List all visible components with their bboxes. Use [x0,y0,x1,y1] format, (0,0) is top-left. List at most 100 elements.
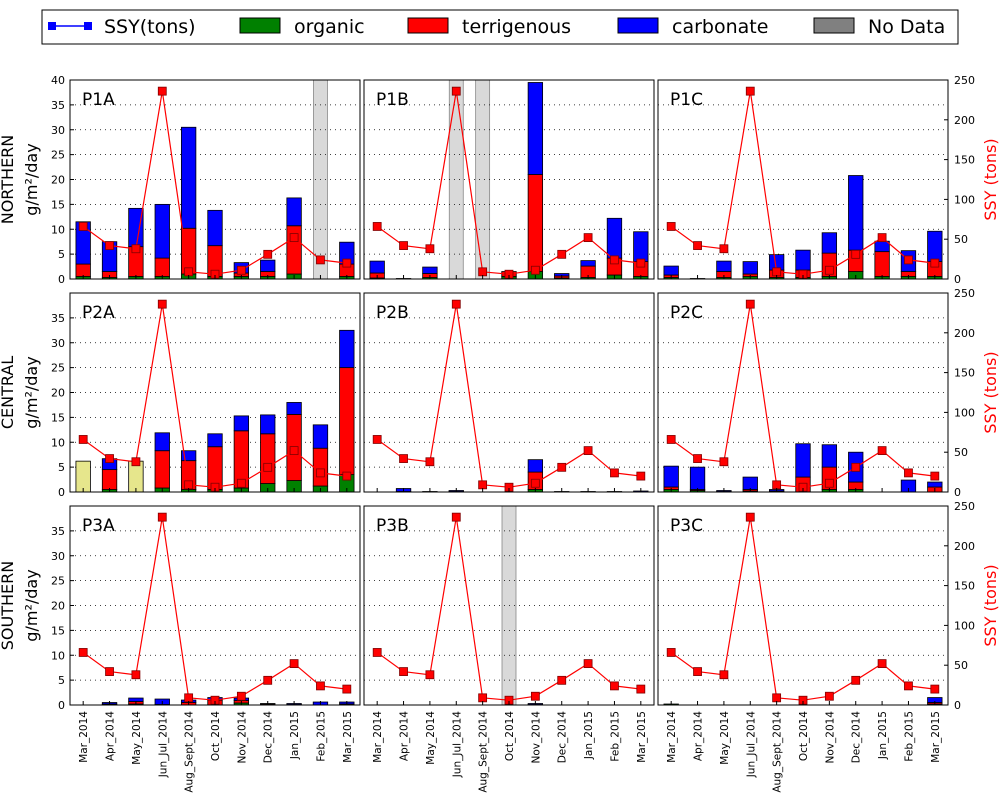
ssy-point [877,659,887,669]
panel-p3b: P3B Mar_2014 Apr_2014 May_2014 Jun_Jul_2014 A… [363,505,655,793]
ssy-point [425,670,435,680]
y2-axis-label: SSY (tons) [981,564,1000,646]
bar-carbonate [286,197,302,227]
row-label: NORTHERN [0,135,17,225]
y2-tick-label: 0 [954,273,961,286]
panel-p2c: P2C 0 50 100 150 200 250 [657,287,975,499]
y-tick-label: 35 [51,525,65,538]
panel-p1a: P1A 0 5 10 15 20 25 30 35 40 [51,74,361,286]
bar-carbonate [795,443,811,478]
ssy-point [425,457,435,467]
bar-carbonate [260,259,276,272]
y2-tick-label: 50 [954,659,968,672]
ssy-point [157,86,167,96]
x-tick-label: Feb_2015 [315,711,327,762]
y-tick-label: 10 [51,649,65,662]
y-tick-label: 15 [51,624,65,637]
ssy-point [930,258,940,268]
bar-carbonate [260,414,276,435]
legend-frame [41,9,959,45]
bar-carbonate [821,232,838,254]
ssy-point [451,299,461,309]
ssy-point [372,435,382,444]
bar-outlier [75,460,91,493]
ssy-point [399,454,408,463]
x-tick-label: Jan_2015 [583,711,595,760]
bar-carbonate [207,433,223,448]
ssy-point [745,299,755,309]
y-tick-label: 30 [51,337,65,350]
bar-carbonate [312,424,329,449]
panel-p3a: P3A 0 5 10 15 20 25 30 35 Mar_2014 Apr_2014 May_201… [51,505,361,793]
ssy-point [105,454,114,463]
y-tick-label: 25 [51,362,65,375]
bar-carbonate [716,260,732,272]
x-tick-label: May_2014 [131,711,143,765]
y2-tick-label: 100 [954,193,975,206]
ssy-point [851,675,861,685]
ssy-point [824,691,834,701]
x-tick-label: Dec_2014 [557,711,569,764]
bar-terrigenous [260,433,276,484]
x-tick-label: Jun_Jul_2014 [157,711,169,779]
legend-swatch-ssy-marker [84,22,92,30]
bar-carbonate [689,466,706,490]
ssy-point [666,648,676,657]
ssy-point [904,681,913,691]
panel-label: P3B [376,516,409,536]
ssy-point [583,446,593,456]
x-tick-label: May_2014 [719,711,731,765]
y-tick-label: 15 [51,198,65,211]
x-tick-label: Dec_2014 [851,711,863,764]
y2-tick-label: 50 [954,233,968,246]
ssy-point [236,265,246,275]
y-tick-label: 5 [58,248,65,261]
bar-carbonate [848,175,864,251]
bar-terrigenous [527,174,544,272]
x-tick-label: May_2014 [425,711,437,765]
bar-carbonate [180,126,197,229]
panel-label: P1B [376,90,409,110]
y2-tick-label: 150 [954,367,975,380]
ssy-point [719,670,729,680]
ssy-point [636,684,646,694]
y-tick-label: 0 [58,699,65,712]
ssy-point [557,675,567,685]
panel-label: P2A [82,303,115,323]
ssy-point [557,249,567,259]
ssy-point [184,480,194,490]
ssy-point [930,684,940,694]
bar-carbonate [339,329,355,369]
ssy-line [670,91,935,275]
ssy-point [772,267,782,277]
ssy-point [131,457,141,467]
ssy-point [930,471,940,481]
x-tick-label: Jun_Jul_2014 [745,711,757,779]
x-tick-label: Apr_2014 [693,711,705,761]
bar-carbonate [633,231,649,262]
y-tick-label: 30 [51,550,65,563]
row-label: CENTRAL [0,356,17,429]
ssy-point [289,659,299,669]
ssy-point [342,684,352,694]
ssy-point [399,241,408,250]
y2-tick-label: 150 [954,154,975,167]
y2-axis-label: SSY (tons) [981,351,1000,433]
bar-terrigenous [154,450,170,489]
panel-p1b: P1B [363,79,655,280]
y-tick-label: 15 [51,411,65,424]
legend-label: carbonate [672,16,768,38]
x-tick-label: Jan_2015 [289,711,301,760]
bar-carbonate [369,260,385,274]
ssy-point [342,471,352,481]
panel-p3c: P3C 0 50 100 150 200 250 Mar_2014 Apr_2014 May_20… [657,500,975,793]
ssy-point [289,233,299,243]
y-tick-label: 10 [51,436,65,449]
legend-swatch [239,17,281,34]
ssy-point [636,258,646,268]
y-tick-label: 10 [51,223,65,236]
ssy-point [131,244,141,254]
ssy-point [824,265,834,275]
ssy-point [666,435,676,444]
